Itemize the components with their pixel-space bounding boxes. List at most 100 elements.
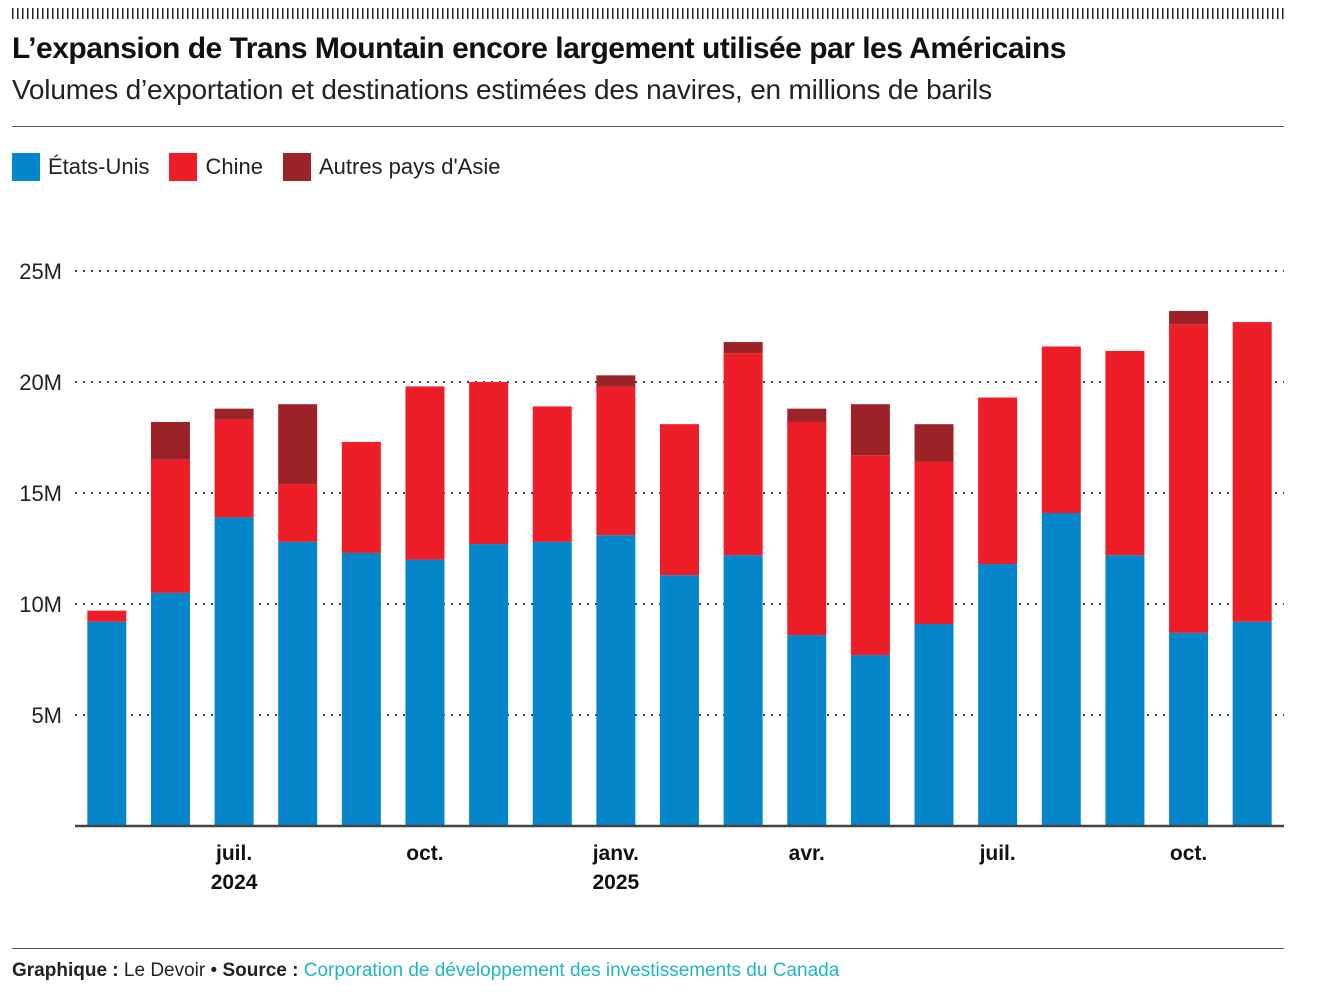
bar-segment-chine [660, 424, 699, 576]
bar-segment-chine [214, 419, 254, 518]
bar-stack [914, 424, 954, 826]
y-tick-label: 15M [19, 481, 62, 506]
bar-segment-autres-pays-d-asie [214, 408, 254, 420]
bar-segment--tats-unis [532, 541, 572, 826]
bar-segment-autres-pays-d-asie [596, 375, 636, 387]
x-tick-label: oct. [1170, 842, 1207, 865]
bar-segment--tats-unis [405, 559, 445, 826]
bar-segment--tats-unis [278, 541, 318, 826]
x-tick-label: oct. [406, 842, 443, 865]
legend-label: États-Unis [48, 154, 150, 179]
bar-stack [596, 375, 636, 826]
bar-segment-autres-pays-d-asie [278, 404, 318, 485]
bar-stack [978, 397, 1018, 826]
stacked-bar-chart: 5M 10M 15M 20M 25M juil. 2024 oct. janv. 2025 avr… [19, 259, 1284, 894]
bar-segment--tats-unis [850, 655, 890, 826]
bar-segment--tats-unis [150, 592, 190, 826]
bar-segment--tats-unis [469, 544, 509, 826]
bars [87, 310, 1272, 826]
legend-swatch-etats-unis [12, 153, 40, 181]
x-tick-label: juil. [979, 842, 1016, 865]
bar-stack [1041, 346, 1081, 826]
bar-segment-autres-pays-d-asie [850, 404, 890, 456]
bar-segment-autres-pays-d-asie [787, 408, 827, 422]
legend-label: Chine [205, 154, 263, 179]
source-label: Source : [222, 960, 299, 981]
y-axis-labels: 5M 10M 15M 20M 25M [19, 259, 62, 728]
bar-segment--tats-unis [1041, 512, 1081, 826]
bar-stack [1232, 322, 1272, 826]
bar-segment-chine [978, 397, 1018, 565]
bar-segment-chine [723, 353, 763, 556]
credit-label: Graphique : [12, 960, 119, 981]
bar-segment-chine [1041, 346, 1081, 513]
footer-credits: Graphique : Le Devoir • Source : Corpora… [12, 960, 839, 982]
legend-item-autres-pays-asie: Autres pays d'Asie [282, 153, 501, 181]
x-tick-label: 2025 [593, 871, 640, 894]
x-tick-label: avr. [789, 842, 825, 865]
bar-segment-chine [1169, 324, 1209, 633]
y-tick-label: 25M [19, 259, 62, 284]
bar-segment-chine [596, 386, 636, 536]
bar-stack [1105, 350, 1145, 826]
credit-value: Le Devoir [123, 960, 206, 981]
y-tick-label: 20M [19, 370, 62, 395]
legend: États-Unis Chine Autres pays d'Asie [12, 153, 500, 181]
bar-segment--tats-unis [1232, 621, 1272, 826]
bar-segment-autres-pays-d-asie [723, 342, 763, 354]
bar-segment-chine [87, 610, 127, 622]
bar-stack [87, 610, 127, 826]
bar-segment--tats-unis [978, 564, 1018, 826]
bar-segment--tats-unis [1169, 632, 1209, 826]
bar-segment-chine [469, 382, 509, 545]
footer-divider [12, 948, 1284, 949]
bar-stack [660, 424, 699, 826]
bar-stack [150, 421, 190, 826]
bar-segment-chine [1105, 350, 1145, 556]
bar-segment--tats-unis [214, 517, 254, 826]
bar-segment--tats-unis [787, 635, 827, 826]
legend-swatch-autres-pays-asie [282, 153, 311, 181]
bar-stack [787, 408, 827, 826]
legend-item-etats-unis: États-Unis [12, 153, 149, 181]
bar-stack [1169, 310, 1209, 826]
y-tick-label: 10M [19, 592, 62, 617]
bar-segment-autres-pays-d-asie [1169, 310, 1209, 325]
legend-label: Autres pays d'Asie [318, 154, 501, 179]
bar-segment-chine [278, 484, 318, 542]
bar-stack [278, 404, 318, 826]
bar-stack [214, 408, 254, 826]
bar-segment-chine [405, 386, 445, 560]
bar-segment-chine [850, 455, 890, 656]
bar-segment--tats-unis [596, 535, 636, 826]
footer-separator: • [210, 960, 218, 981]
bar-segment--tats-unis [1105, 555, 1145, 826]
chart-subtitle: Volumes d’exportation et destinations es… [12, 74, 992, 105]
x-tick-label: 2024 [211, 871, 258, 894]
chart-title: L’expansion de Trans Mountain encore lar… [12, 32, 1066, 65]
gridlines [75, 270, 1284, 716]
bar-segment-chine [532, 406, 572, 542]
bar-segment-chine [1232, 322, 1272, 622]
bar-segment-chine [914, 461, 954, 624]
decorative-top-stripe [12, 8, 1284, 19]
bar-segment--tats-unis [723, 555, 763, 826]
source-link[interactable]: Corporation de développement des investi… [303, 960, 840, 981]
bar-segment-chine [150, 459, 190, 593]
y-tick-label: 5M [31, 703, 62, 728]
x-tick-label: juil. [215, 842, 252, 865]
bar-stack [405, 386, 445, 826]
x-axis-labels: juil. 2024 oct. janv. 2025 avr. juil. oct. [211, 842, 1208, 894]
bar-segment-chine [787, 421, 827, 636]
bar-stack [532, 406, 572, 826]
bar-segment--tats-unis [914, 623, 954, 826]
bar-stack [850, 404, 890, 826]
bar-stack [341, 441, 381, 826]
x-tick-label: janv. [592, 842, 639, 865]
bar-segment-autres-pays-d-asie [150, 421, 190, 460]
header-divider [12, 126, 1284, 127]
legend-item-chine: Chine [169, 153, 263, 181]
bar-segment--tats-unis [660, 575, 699, 826]
bar-segment-autres-pays-d-asie [914, 424, 954, 462]
bar-segment--tats-unis [87, 621, 127, 826]
